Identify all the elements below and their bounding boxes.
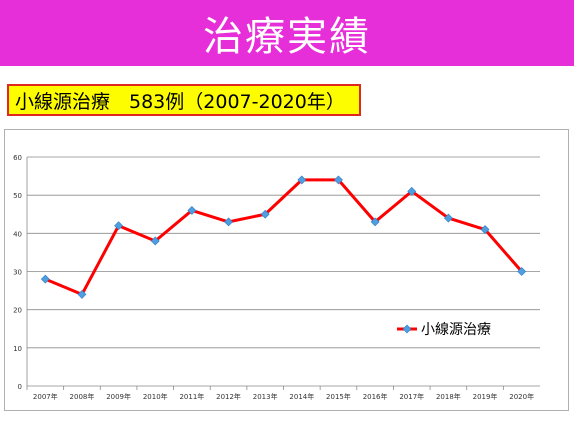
x-tick-label: 2009年 (106, 392, 131, 401)
y-tick-label: 20 (13, 307, 22, 315)
legend-marker (402, 324, 412, 334)
x-tick-label: 2013年 (253, 392, 278, 401)
data-point (480, 225, 490, 234)
x-tick-label: 2018年 (436, 392, 461, 401)
series-line (44, 178, 523, 296)
data-point (443, 213, 453, 223)
data-point (334, 175, 343, 185)
subtitle-text: 小線源治療 583例（2007-2020年） (15, 90, 345, 113)
data-point (77, 289, 87, 299)
chart-frame: 0 10 20 30 40 50 60 2007年 2008年 2009年 2010年 2011年 20… (4, 129, 569, 411)
x-tick-label: 2017年 (399, 392, 424, 401)
page-title: 治療実績 (203, 14, 371, 60)
legend-label: 小線源治療 (421, 321, 491, 338)
data-point (297, 175, 307, 185)
data-point (370, 217, 380, 227)
data-point (40, 274, 50, 284)
y-tick-label: 60 (13, 154, 22, 162)
data-point (260, 209, 270, 219)
title-banner: 治療実績 (0, 0, 574, 66)
subtitle-box: 小線源治療 583例（2007-2020年） (7, 84, 361, 116)
line-chart: 0 10 20 30 40 50 60 2007年 2008年 2009年 2010年 2011年 20… (13, 154, 540, 401)
x-tick-label: 2012年 (216, 392, 241, 401)
x-tick-label: 2016年 (363, 392, 388, 401)
x-tick-label: 2010年 (143, 392, 168, 401)
x-tick-label: 2015年 (326, 392, 351, 401)
data-point (150, 236, 160, 246)
x-tick-label: 2008年 (70, 392, 95, 401)
y-tick-label: 40 (13, 230, 22, 238)
data-point (187, 206, 197, 215)
data-point (224, 217, 233, 227)
x-tick-label: 2019年 (473, 392, 498, 401)
y-tick-label: 50 (13, 192, 22, 200)
data-point (517, 267, 527, 276)
y-tick-label: 10 (13, 345, 22, 353)
y-tick-label: 30 (13, 269, 22, 277)
x-tick-label: 2011年 (179, 392, 204, 401)
x-tick-label: 2014年 (289, 392, 314, 401)
data-point (407, 186, 417, 196)
y-tick-label: 0 (18, 383, 22, 391)
data-point (114, 221, 124, 231)
x-tick-label: 2007年 (33, 392, 58, 401)
x-tick-label: 2020年 (509, 392, 534, 401)
